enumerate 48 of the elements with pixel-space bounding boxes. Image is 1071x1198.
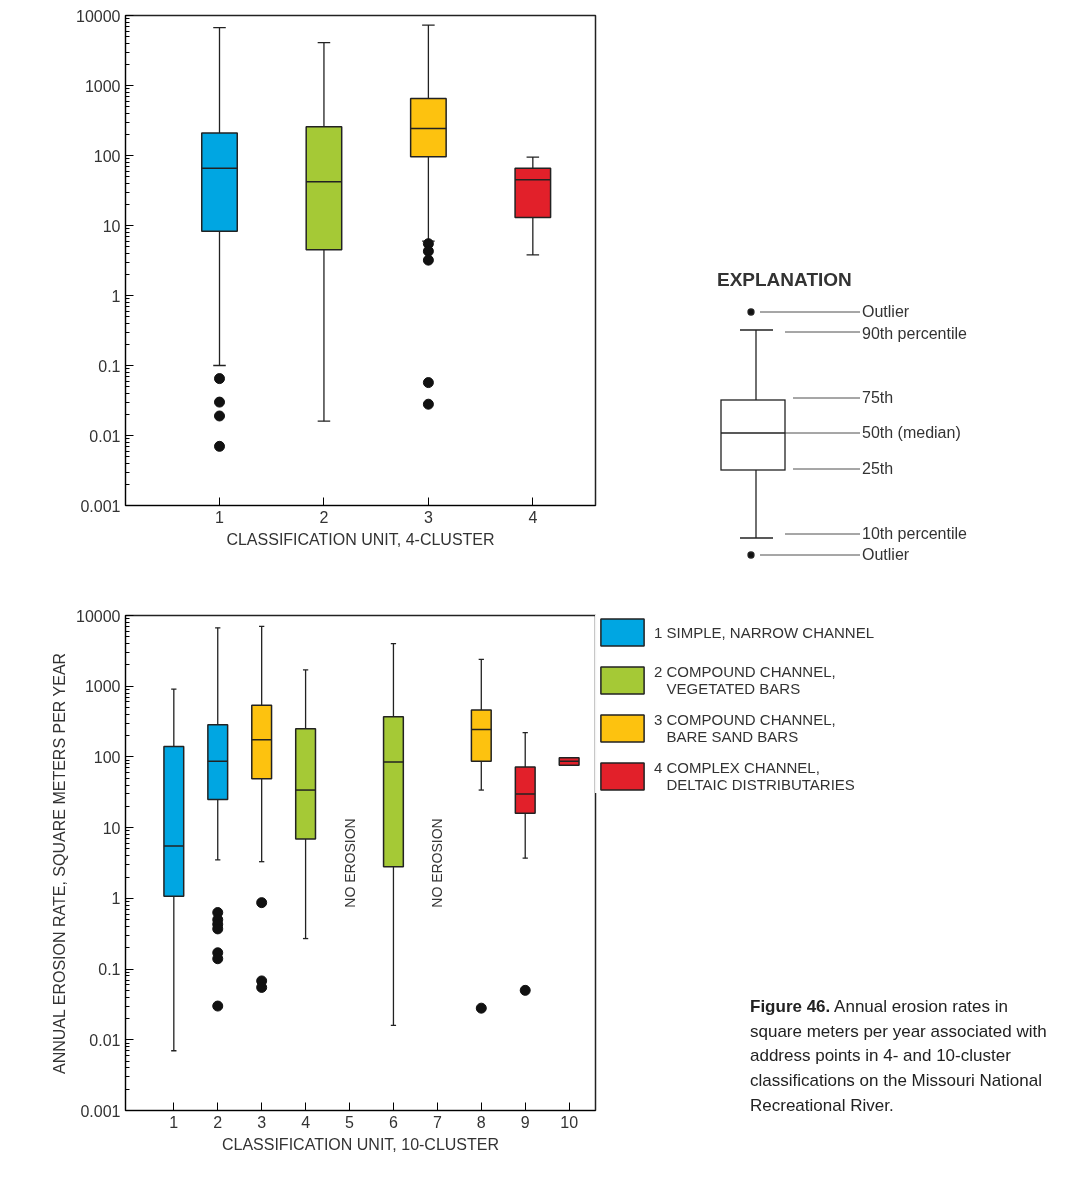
text: 25th [862,460,894,477]
text: 10th percentile [862,525,968,542]
y-tick-label: 0.001 [80,497,121,515]
x-tick-label: 2 [319,508,329,526]
x-tick-label: 1 [169,1113,179,1131]
y-tick-label: 0.1 [98,357,121,375]
y-tick-label: 100 [93,147,121,165]
y-tick-label: 0.01 [89,427,121,445]
y-tick-label: 10000 [76,607,121,625]
x-tick-label: 3 [257,1113,267,1131]
x-tick-label: 4 [528,508,538,526]
x-tick-label: 9 [520,1113,530,1131]
text: Outlier [862,303,910,320]
y-tick-label: 10000 [76,7,121,25]
y-tick-label: 100 [93,748,121,766]
y-tick-label: 10 [102,217,121,235]
text: 90th percentile [862,325,968,342]
legend-label: 2 COMPOUND CHANNEL, VEGETATED BARS [654,663,836,697]
text: Outlier [862,546,910,563]
x-axis-title: CLASSIFICATION UNIT, 4-CLUSTER [226,530,495,548]
text: 75th [862,389,894,406]
y-tick-label: 10 [102,819,121,837]
legend-label: 4 COMPLEX CHANNEL, DELTAIC DISTRIBUTARIES [654,759,855,793]
y-tick-label: 0.01 [89,1031,121,1049]
x-tick-label: 2 [213,1113,223,1131]
x-tick-label: 4 [301,1113,311,1131]
y-tick-label: 1000 [84,77,121,95]
y-tick-label: 0.001 [80,1102,121,1120]
x-tick-label: 6 [388,1113,398,1131]
x-tick-label: 10 [560,1113,579,1131]
y-tick-label: 1000 [84,678,121,696]
y-axis-title: ANNUAL EROSION RATE, SQUARE METERS PER YEAR [51,652,69,1074]
y-tick-label: 1 [111,287,121,305]
legend-label: 1 SIMPLE, NARROW CHANNEL [654,623,875,641]
text: 50th (median) [862,424,961,441]
x-tick-label: 8 [476,1113,486,1131]
x-tick-label: 1 [215,508,225,526]
annotation: NO EROSION [429,818,446,908]
y-tick-label: 1 [111,890,121,908]
x-tick-label: 5 [345,1113,355,1131]
x-axis-title: CLASSIFICATION UNIT, 10-CLUSTER [221,1135,500,1153]
x-tick-label: 7 [432,1113,442,1131]
legend-label: 3 COMPOUND CHANNEL, BARE SAND BARS [654,711,836,745]
caption: Figure 46. Annual erosion rates in square meters per year associated with address points in 4- and 10-cluster classifications on the Missouri National Recreational River. [750,996,1048,1117]
annotation: NO EROSION [341,818,358,908]
y-tick-label: 0.1 [98,961,121,979]
text: EXPLANATION [717,269,852,290]
x-tick-label: 3 [423,508,433,526]
